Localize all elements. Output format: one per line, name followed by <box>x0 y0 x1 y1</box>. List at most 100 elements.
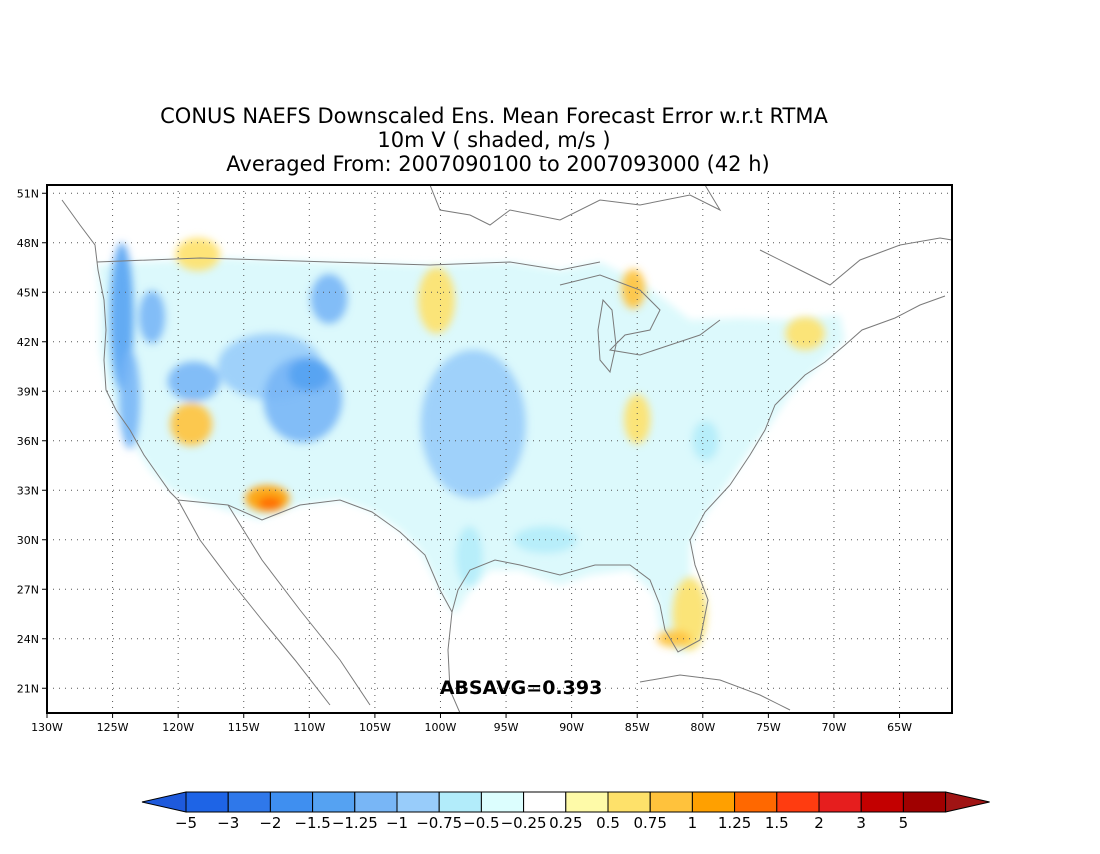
coastlines <box>61 185 952 713</box>
cuba <box>639 674 791 711</box>
x-tick-label: 85W <box>625 721 650 734</box>
lake-michigan <box>597 298 617 374</box>
y-tick-label: 51N <box>17 187 39 200</box>
colorbar-bin <box>902 791 947 813</box>
y-tick-label: 33N <box>17 484 39 497</box>
colorbar-bin <box>776 791 820 813</box>
colorbar-label: 0.25 <box>549 814 582 832</box>
x-tick-label: 80W <box>690 721 715 734</box>
field-anomaly-14 <box>420 350 526 499</box>
title-line-3: Averaged From: 2007090100 to 2007093000 … <box>226 152 769 176</box>
baja-coast <box>177 499 331 706</box>
x-tick-label: 105W <box>359 721 391 734</box>
colorbar-label: −0.75 <box>416 814 462 832</box>
y-tick-label: 45N <box>17 286 39 299</box>
field-anomaly-3 <box>138 290 166 344</box>
field-anomaly-5 <box>167 361 221 402</box>
map-frame <box>46 184 953 714</box>
gulf-coast <box>451 484 731 653</box>
field-anomaly-15 <box>456 526 483 586</box>
graticule <box>47 185 952 713</box>
colorbar-bin <box>818 791 862 813</box>
colorbar-bin <box>523 791 567 813</box>
colorbar-bin <box>438 791 482 813</box>
title-line-1: CONUS NAEFS Downscaled Ens. Mean Forecas… <box>160 104 828 128</box>
y-tick-label: 36N <box>17 435 39 448</box>
absavg-annotation: ABSAVG=0.393 <box>440 677 603 699</box>
colorbar-label: 2 <box>814 814 824 832</box>
great-lakes <box>559 274 721 356</box>
colorbar-bin <box>396 791 440 813</box>
colorbar-bin <box>269 791 314 813</box>
x-axis-ticks: 130W 125W 120W 115W 110W 105W 100W 95W 90W 85W 80W… <box>31 713 912 734</box>
colorbar-bin <box>565 791 609 813</box>
colorbar-label: 0.75 <box>633 814 666 832</box>
field-anomaly-12 <box>175 237 221 271</box>
colorbar-label: 3 <box>856 814 866 832</box>
field-anomaly-9 <box>310 274 348 324</box>
colorbar-bin <box>480 791 525 813</box>
x-tick-label: 90W <box>559 721 584 734</box>
title-block: CONUS NAEFS Downscaled Ens. Mean Forecas… <box>160 104 828 176</box>
colorbar-label: −0.5 <box>463 814 499 832</box>
colorbar-label: 0.5 <box>596 814 620 832</box>
colorbar-bin <box>185 791 229 813</box>
mexico-gulf <box>447 611 461 713</box>
colorbar-label: 1 <box>688 814 698 832</box>
colorbar-label: −3 <box>217 814 239 832</box>
x-tick-label: 130W <box>31 721 63 734</box>
colorbar-bin <box>691 791 736 813</box>
x-tick-label: 110W <box>293 721 325 734</box>
colorbar-bin <box>607 791 651 813</box>
colorbar-label: −2 <box>259 814 281 832</box>
colorbar-bin <box>312 791 356 813</box>
colorbar-label: 5 <box>899 814 909 832</box>
colorbar-label: −1.5 <box>294 814 330 832</box>
x-tick-label: 115W <box>228 721 260 734</box>
colorbar-bin <box>860 791 904 813</box>
field-anomaly-4 <box>170 402 213 446</box>
colorbar-label: 1.5 <box>765 814 789 832</box>
canada-border <box>96 257 601 271</box>
x-tick-label: 120W <box>162 721 194 734</box>
field-anomaly-11 <box>258 496 282 511</box>
field-anomaly-19 <box>656 630 691 647</box>
x-tick-label: 75W <box>756 721 781 734</box>
field-anomaly-13 <box>418 267 455 334</box>
colorbar-label: −1 <box>386 814 408 832</box>
field-anomaly-2 <box>119 350 141 449</box>
title-line-2: 10m V ( shaded, m/s ) <box>377 128 610 152</box>
field-anomaly-8 <box>288 358 331 392</box>
colorbar-bin <box>227 791 271 813</box>
field-anomaly-21 <box>785 317 825 350</box>
colorbar-bin <box>354 791 398 813</box>
x-tick-label: 100W <box>425 721 457 734</box>
colorbar-low-extend <box>141 791 187 813</box>
colorbar: −5 −3 −2 −1.5 −1.25 −1 −0.75 −0.5 −0.25 0.25 0.5 0.… <box>141 791 990 832</box>
colorbar-bin <box>649 791 693 813</box>
field-anomaly-20 <box>692 420 719 461</box>
y-tick-label: 39N <box>17 385 39 398</box>
colorbar-label: −1.25 <box>332 814 378 832</box>
canada-east <box>759 237 952 286</box>
hudson-bay-region <box>429 185 722 226</box>
colorbar-label: −5 <box>175 814 197 832</box>
y-tick-label: 30N <box>17 534 39 547</box>
west-coast <box>61 199 179 501</box>
y-tick-label: 21N <box>17 682 39 695</box>
y-tick-label: 42N <box>17 336 39 349</box>
mexico-border <box>177 499 453 613</box>
colorbar-label: 1.25 <box>718 814 751 832</box>
field-anomaly-17 <box>621 269 646 309</box>
colorbar-bin <box>734 791 778 813</box>
y-tick-label: 48N <box>17 237 39 250</box>
colorbar-high-extend <box>945 791 990 813</box>
y-tick-label: 27N <box>17 583 39 596</box>
colorbar-label: −0.25 <box>501 814 547 832</box>
x-tick-label: 95W <box>494 721 519 734</box>
x-tick-label: 65W <box>887 721 912 734</box>
east-coast <box>729 295 946 486</box>
x-tick-label: 70W <box>822 721 847 734</box>
